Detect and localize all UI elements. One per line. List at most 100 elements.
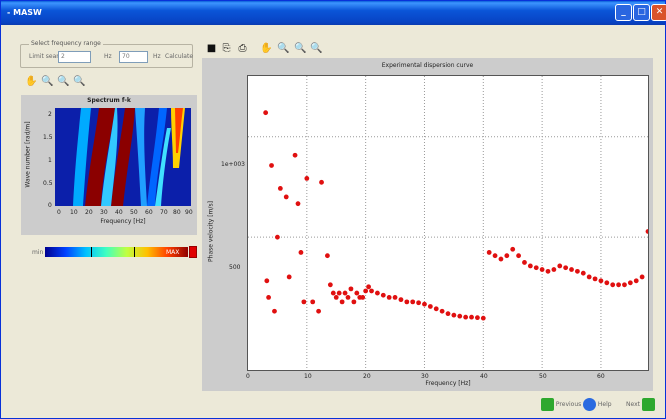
data-point (310, 299, 316, 305)
data-point (645, 229, 651, 234)
data-point (575, 268, 580, 274)
save-icon[interactable]: ■ (206, 43, 217, 54)
data-point (616, 282, 621, 288)
data-point (304, 175, 310, 181)
pan-hand-icon[interactable]: ✋ (25, 76, 38, 87)
spectrum-xtick: 30 (100, 209, 108, 216)
copy-icon[interactable]: ⎘ (222, 43, 231, 54)
data-point (298, 250, 304, 255)
data-point (510, 246, 516, 252)
dispersion-xtick: 50 (539, 373, 547, 380)
dispersion-title: Experimental dispersion curve (381, 62, 474, 69)
data-point (610, 282, 616, 288)
colorbar-max-handle[interactable] (189, 246, 197, 258)
data-point (266, 295, 271, 300)
dispersion-chart (248, 76, 651, 370)
data-point (633, 278, 639, 284)
data-point (360, 295, 366, 300)
hz-label-1: Hz (104, 53, 112, 60)
zoom-out-icon[interactable]: 🔍 (57, 76, 70, 87)
dispersion-xtick: 0 (246, 373, 250, 380)
close-button[interactable]: ✕ (651, 4, 666, 21)
data-point (533, 265, 539, 271)
data-point (336, 290, 342, 296)
data-point (269, 163, 274, 168)
data-point (301, 299, 307, 305)
arrow-left-icon (541, 398, 554, 411)
data-point (416, 300, 421, 306)
data-point (563, 265, 569, 271)
zoom-reset-icon[interactable]: 🔍 (73, 76, 86, 87)
help-icon (583, 398, 596, 411)
data-point (369, 288, 374, 294)
data-point (639, 274, 645, 280)
spectrum-ytick: 1.5 (43, 134, 53, 141)
next-button[interactable]: Next (626, 397, 655, 413)
limit-search-label: Limit search (29, 53, 66, 60)
data-point (551, 267, 557, 272)
spectrum-panel: Spectrum f-k 2 1.5 1 0.5 0 0 10 2 (21, 95, 197, 235)
previous-button[interactable]: Previous (541, 397, 581, 413)
spectrum-xlabel: Frequency [Hz] (100, 218, 146, 225)
dispersion-xtick: 60 (597, 373, 605, 380)
dispersion-xtick: 10 (304, 373, 312, 380)
data-point (339, 299, 345, 305)
help-button[interactable]: Help (583, 397, 612, 413)
dispersion-xlabel: Frequency [Hz] (425, 380, 471, 387)
minimize-button[interactable]: _ (615, 4, 632, 21)
spectrum-title: Spectrum f-k (87, 97, 131, 104)
freq-to-input[interactable]: 70 (119, 51, 148, 63)
zoom-out-icon[interactable]: 🔍 (294, 43, 307, 54)
data-point (330, 290, 336, 296)
data-point (327, 282, 333, 288)
spectrum-ytick: 0.5 (43, 180, 53, 187)
data-point (569, 267, 574, 272)
data-point (333, 295, 339, 300)
maximize-button[interactable]: □ (633, 4, 650, 21)
data-point (348, 286, 354, 292)
data-point (469, 314, 474, 320)
colorbar-marker[interactable] (134, 247, 135, 257)
window-title: - MASW (7, 8, 42, 17)
data-point (375, 290, 380, 296)
colorbar-marker[interactable] (91, 247, 92, 257)
dispersion-xtick: 30 (421, 373, 429, 380)
hz-label-2: Hz (153, 53, 161, 60)
data-point (404, 299, 410, 305)
data-point (283, 194, 289, 200)
data-point (398, 297, 404, 303)
zoom-in-icon[interactable]: 🔍 (41, 76, 54, 87)
data-point (463, 314, 469, 320)
data-point (427, 304, 433, 309)
zoom-in-icon[interactable]: 🔍 (277, 43, 290, 54)
dispersion-plot-area[interactable] (247, 75, 651, 371)
pan-hand-icon[interactable]: ✋ (260, 43, 273, 54)
data-point (598, 278, 604, 284)
data-point (292, 152, 298, 158)
data-point (557, 263, 563, 269)
data-point (351, 299, 357, 305)
data-point (380, 292, 386, 298)
spectrum-xtick: 0 (57, 209, 61, 216)
next-label: Next (626, 401, 640, 408)
freq-from-input[interactable]: 2 (58, 51, 91, 63)
calculate-button[interactable]: Calculate (165, 53, 194, 60)
data-point (319, 179, 324, 185)
data-point (354, 290, 360, 296)
data-point (263, 110, 269, 116)
data-point (363, 288, 369, 294)
spectrum-xtick: 40 (115, 209, 123, 216)
spectrum-xtick: 70 (160, 209, 168, 216)
data-point (316, 308, 321, 314)
data-point (445, 311, 451, 317)
data-point (433, 306, 439, 312)
spectrum-ytick: 2 (48, 111, 52, 118)
data-point (516, 253, 521, 259)
print-icon[interactable]: ⎙ (238, 43, 247, 54)
data-point (539, 267, 545, 272)
zoom-reset-icon[interactable]: 🔍 (310, 43, 323, 54)
data-point (275, 234, 280, 240)
data-point (592, 276, 598, 282)
data-point (345, 295, 351, 300)
